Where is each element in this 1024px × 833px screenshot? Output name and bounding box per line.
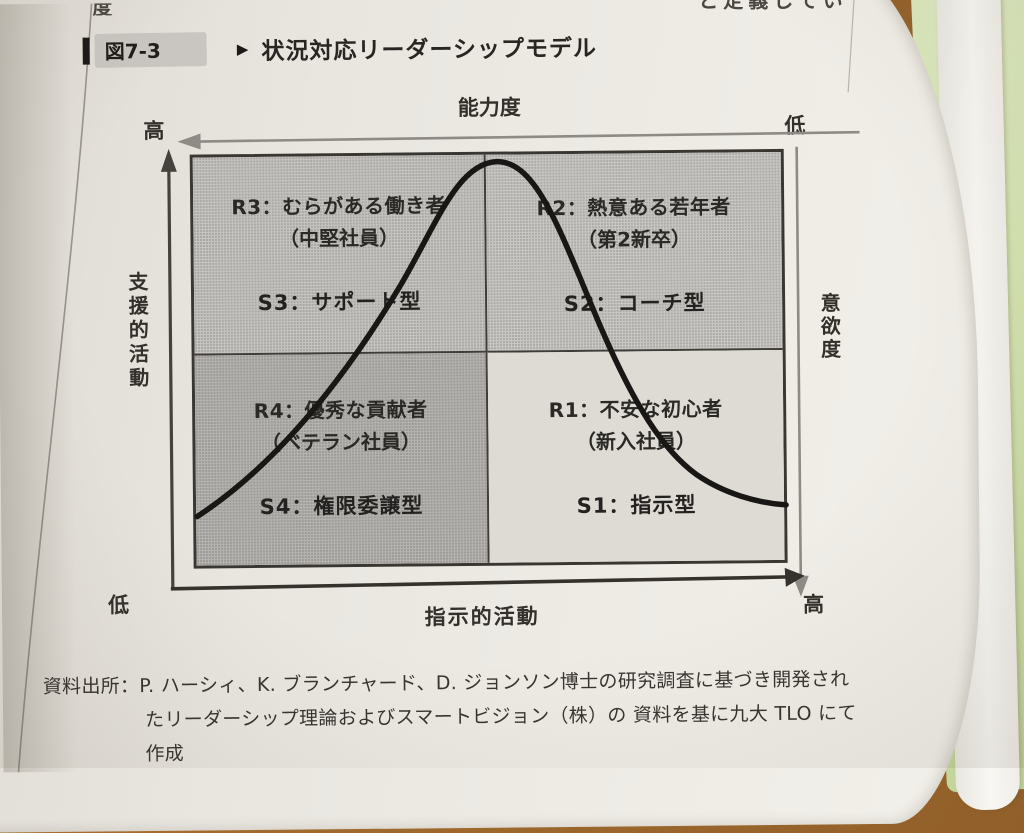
readiness-label: R3：むらがある働き者 [231,193,447,220]
bottom-axis-right-arrowhead-icon [784,567,805,587]
axis-label-supportive-activity: 支援的活動 [124,271,150,392]
style-label: S3：サポート型 [257,289,422,315]
cropped-text-top-right: と定義してい [698,0,918,10]
quadrant-r4-s4: R4：優秀な貢献者 （ベテラン社員） S4：権限委譲型 [194,352,490,566]
bottom-axis-line [170,575,790,591]
readiness-label: R1：不安な初心者 [548,396,723,423]
figure-label-bar [82,37,90,65]
figure-title: 状況対応リーダーシップモデル [261,35,598,65]
corner-label-low-bottom-left: 低 [107,593,130,618]
page-edge-crease [847,0,855,93]
page-gutter-shadow [0,3,78,773]
corner-label-high-top-left: 高 [143,118,165,144]
readiness-label: R4：優秀な貢献者 [253,397,428,424]
quadrant-r3-s3: R3：むらがある働き者 （中堅社員） S3：サポート型 [192,154,488,356]
readiness-sublabel: （中堅社員） [278,225,400,251]
readiness-label: R2：熱意ある若年者 [536,194,731,221]
figure-number-label: 図7-3 [94,32,208,68]
triangle-bullet-icon: ▶ [236,40,249,59]
readiness-sublabel: （第2新卒） [576,226,692,252]
source-line: たリーダーシップ理論およびスマートビジョン（株）の 資料を基に九大 TLO にて [145,702,857,732]
left-axis-up-arrowhead-icon [160,148,177,172]
top-axis-left-arrowhead-icon [177,133,201,150]
style-label: S1：指示型 [576,492,697,518]
source-attribution: 資料出所：P. ハーシィ、K. ブランチャード、D. ジョンソン博士の研究調査に… [43,662,858,772]
readiness-sublabel: （ベテラン社員） [260,429,422,455]
cropped-text-top-left: 度 [92,3,113,16]
corner-label-low-top-right: 低 [784,113,806,138]
axis-label-directive-activity: 指示的活動 [424,604,540,630]
axis-label-motivation: 意欲度 [817,292,842,362]
figure-header: 図7-3 ▶ 状況対応リーダーシップモデル [82,29,598,68]
readiness-sublabel: （新入社員） [575,428,697,454]
right-axis-line [795,146,803,580]
book-page: 度 と定義してい 図7-3 ▶ 状況対応リーダーシップモデル 能力度 指示的活動… [0,0,983,833]
top-axis-line [197,130,860,143]
source-line: 作成 [145,742,185,766]
page-content: 度 と定義してい 図7-3 ▶ 状況対応リーダーシップモデル 能力度 指示的活動… [0,0,918,773]
style-label: S2：コーチ型 [563,290,706,317]
quadrant-r1-s1: R1：不安な初心者 （新入社員） S1：指示型 [487,349,785,563]
quadrant-r2-s2: R2：熱意ある若年者 （第2新卒） S2：コーチ型 [485,151,783,353]
axis-label-ability: 能力度 [457,95,521,121]
left-axis-line [167,164,175,589]
style-label: S4：権限委譲型 [259,493,424,519]
corner-label-high-bottom-right: 高 [802,592,825,617]
quadrant-matrix: R3：むらがある働き者 （中堅社員） S3：サポート型 R2：熱意ある若年者 （… [189,148,788,569]
